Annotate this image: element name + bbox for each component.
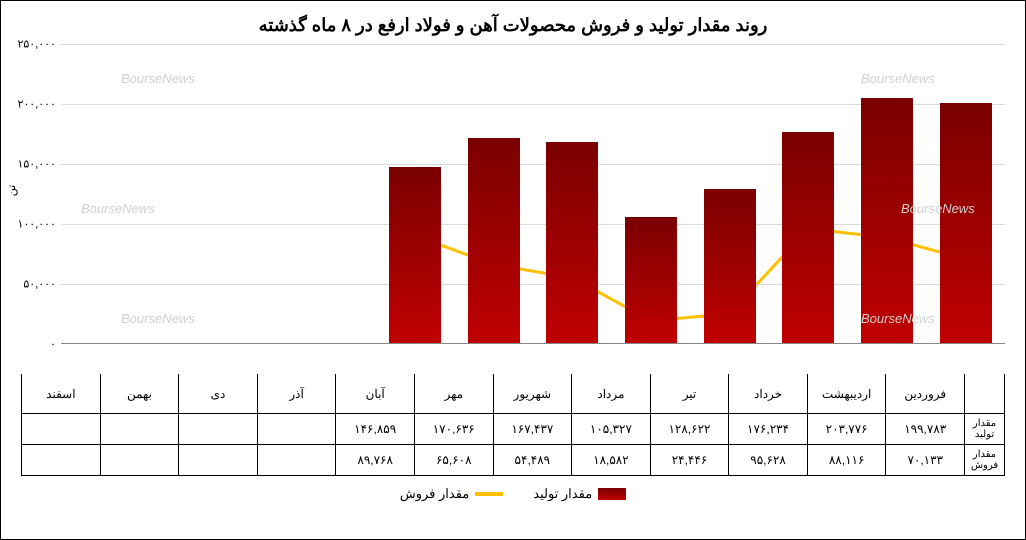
production-cell: ۱۶۷,۴۳۷ — [493, 414, 572, 445]
table-row-headers: مقدار تولید مقدار فروش — [964, 374, 1004, 475]
x-label: آبان — [335, 374, 414, 414]
y-tick-label: ۲۰۰,۰۰۰ — [17, 98, 56, 111]
production-cell: ۱۷۰,۶۳۶ — [414, 414, 493, 445]
x-label: شهریور — [493, 374, 572, 414]
chart-title: روند مقدار تولید و فروش محصولات آهن و فو… — [1, 1, 1025, 44]
production-bar — [468, 138, 520, 343]
sales-cell — [100, 445, 179, 476]
legend-sales-label: مقدار فروش — [400, 486, 469, 502]
legend-production-label: مقدار تولید — [533, 486, 592, 502]
production-cell: ۱۴۶,۸۵۹ — [335, 414, 414, 445]
y-tick-label: ۰ — [50, 338, 56, 351]
legend-production: مقدار تولید — [533, 486, 626, 502]
chart-column — [848, 44, 927, 343]
sales-cell: ۷۰,۱۳۳ — [885, 445, 964, 476]
x-label: دی — [178, 374, 257, 414]
row-head-production: مقدار تولید — [964, 414, 1004, 445]
chart-column — [533, 44, 612, 343]
chart-column — [376, 44, 455, 343]
production-cell — [178, 414, 257, 445]
sales-cell: ۸۹,۷۶۸ — [335, 445, 414, 476]
chart-column — [612, 44, 691, 343]
production-bar — [940, 103, 992, 343]
legend: مقدار تولید مقدار فروش — [1, 476, 1025, 512]
y-axis: ۰۵۰,۰۰۰۱۰۰,۰۰۰۱۵۰,۰۰۰۲۰۰,۰۰۰۲۵۰,۰۰۰ — [11, 44, 61, 344]
production-bar — [625, 217, 677, 343]
legend-swatch-line — [475, 492, 503, 496]
production-bar — [861, 98, 913, 343]
x-label: اسفند — [22, 374, 100, 414]
sales-row: ۷۰,۱۳۳۸۸,۱۱۶۹۵,۶۲۸۲۴,۴۴۶۱۸,۵۸۲۵۴,۴۸۹۶۵,۶… — [22, 445, 964, 476]
chart-column — [218, 44, 297, 343]
x-label: آذر — [257, 374, 336, 414]
y-tick-label: ۲۵۰,۰۰۰ — [17, 38, 56, 51]
production-bar — [546, 142, 598, 343]
production-row: ۱۹۹,۷۸۳۲۰۳,۷۷۶۱۷۶,۲۳۴۱۲۸,۶۲۲۱۰۵,۳۲۷۱۶۷,۴… — [22, 414, 964, 445]
x-label: مهر — [414, 374, 493, 414]
production-cell — [22, 414, 100, 445]
legend-sales: مقدار فروش — [400, 486, 503, 502]
y-tick-label: ۵۰,۰۰۰ — [23, 278, 56, 291]
production-cell: ۱۹۹,۷۸۳ — [885, 414, 964, 445]
plot-area — [61, 44, 1005, 344]
sales-cell: ۵۴,۴۸۹ — [493, 445, 572, 476]
production-cell — [100, 414, 179, 445]
x-label: خرداد — [728, 374, 807, 414]
production-cell — [257, 414, 336, 445]
sales-cell: ۲۴,۴۴۶ — [650, 445, 729, 476]
x-label: تیر — [650, 374, 729, 414]
chart-column — [140, 44, 219, 343]
sales-cell — [22, 445, 100, 476]
x-label: اردیبهشت — [807, 374, 886, 414]
sales-cell: ۶۵,۶۰۸ — [414, 445, 493, 476]
row-head-sales: مقدار فروش — [964, 445, 1004, 475]
x-label: بهمن — [100, 374, 179, 414]
y-tick-label: ۱۰۰,۰۰۰ — [17, 218, 56, 231]
sales-cell: ۸۸,۱۱۶ — [807, 445, 886, 476]
x-label: مرداد — [571, 374, 650, 414]
production-bar — [704, 189, 756, 343]
x-label: فروردین — [885, 374, 964, 414]
chart-column — [454, 44, 533, 343]
production-bar — [389, 167, 441, 343]
production-cell: ۱۰۵,۳۲۷ — [571, 414, 650, 445]
production-cell: ۱۲۸,۶۲۲ — [650, 414, 729, 445]
production-bar — [782, 132, 834, 343]
sales-cell: ۱۸,۵۸۲ — [571, 445, 650, 476]
chart-area: تن ۰۵۰,۰۰۰۱۰۰,۰۰۰۱۵۰,۰۰۰۲۰۰,۰۰۰۲۵۰,۰۰۰ — [61, 44, 1005, 374]
data-table: مقدار تولید مقدار فروش فروردیناردیبهشتخر… — [21, 374, 1005, 476]
legend-swatch-bar — [598, 488, 626, 500]
sales-cell: ۹۵,۶۲۸ — [728, 445, 807, 476]
chart-column — [769, 44, 848, 343]
production-cell: ۲۰۳,۷۷۶ — [807, 414, 886, 445]
production-cell: ۱۷۶,۲۳۴ — [728, 414, 807, 445]
chart-column — [926, 44, 1005, 343]
chart-column — [61, 44, 140, 343]
table-corner — [964, 374, 1004, 414]
x-axis-labels: فروردیناردیبهشتخردادتیرمردادشهریورمهرآبا… — [22, 374, 964, 414]
sales-cell — [257, 445, 336, 476]
y-tick-label: ۱۵۰,۰۰۰ — [17, 158, 56, 171]
table-body: فروردیناردیبهشتخردادتیرمردادشهریورمهرآبا… — [22, 374, 964, 475]
sales-cell — [178, 445, 257, 476]
chart-column — [690, 44, 769, 343]
chart-column — [297, 44, 376, 343]
